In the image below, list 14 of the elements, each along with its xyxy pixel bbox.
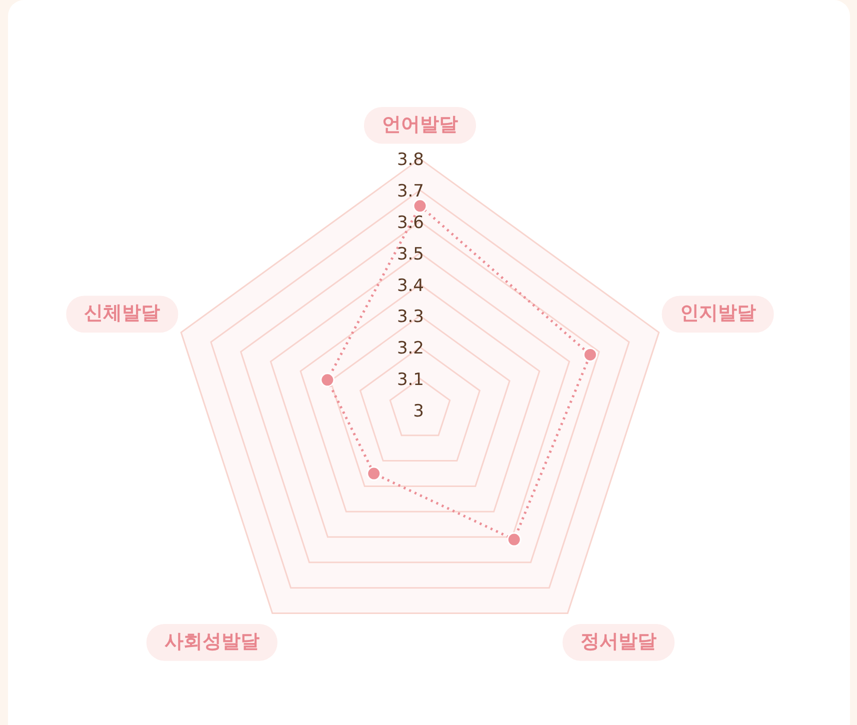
spoke-label: 사회성발달 — [164, 630, 260, 652]
spoke-label: 언어발달 — [382, 113, 458, 136]
y-tick-label: 3.3 — [396, 307, 424, 328]
y-tick-label: 3.2 — [396, 338, 424, 359]
y-tick-label: 3.8 — [396, 150, 424, 170]
spoke-label: 인지발달 — [680, 302, 756, 324]
y-tick-label: 3.4 — [396, 276, 424, 296]
y-tick-label: 3.6 — [396, 213, 424, 234]
y-tick-label: 3.7 — [396, 182, 424, 202]
y-tick-label: 3 — [413, 401, 424, 422]
spoke-label: 신체발달 — [84, 302, 160, 324]
y-tick-label: 3.5 — [396, 244, 424, 264]
y-tick-label: 3.1 — [396, 370, 424, 390]
spoke-label: 정서발달 — [580, 630, 657, 652]
